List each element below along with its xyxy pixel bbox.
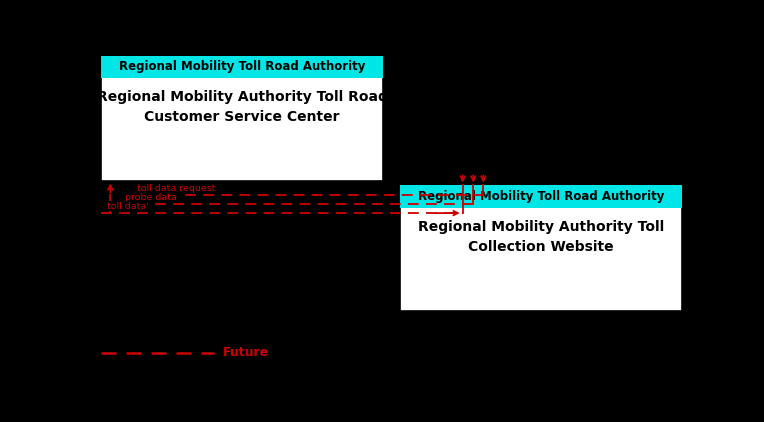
Bar [102,56,383,181]
Text: toll data request: toll data request [137,184,215,192]
Text: Regional Mobility Toll Road Authority: Regional Mobility Toll Road Authority [119,60,365,73]
Text: probe data: probe data [125,193,177,202]
Bar [400,186,681,208]
Text: Future: Future [223,346,269,360]
Text: toll data: toll data [107,202,147,211]
Text: Regional Mobility Authority Toll
Collection Website: Regional Mobility Authority Toll Collect… [418,220,664,254]
Text: Regional Mobility Toll Road Authority: Regional Mobility Toll Road Authority [418,190,664,203]
Bar [400,186,681,311]
Bar [102,56,383,78]
Text: Regional Mobility Authority Toll Road
Customer Service Center: Regional Mobility Authority Toll Road Cu… [96,90,387,124]
